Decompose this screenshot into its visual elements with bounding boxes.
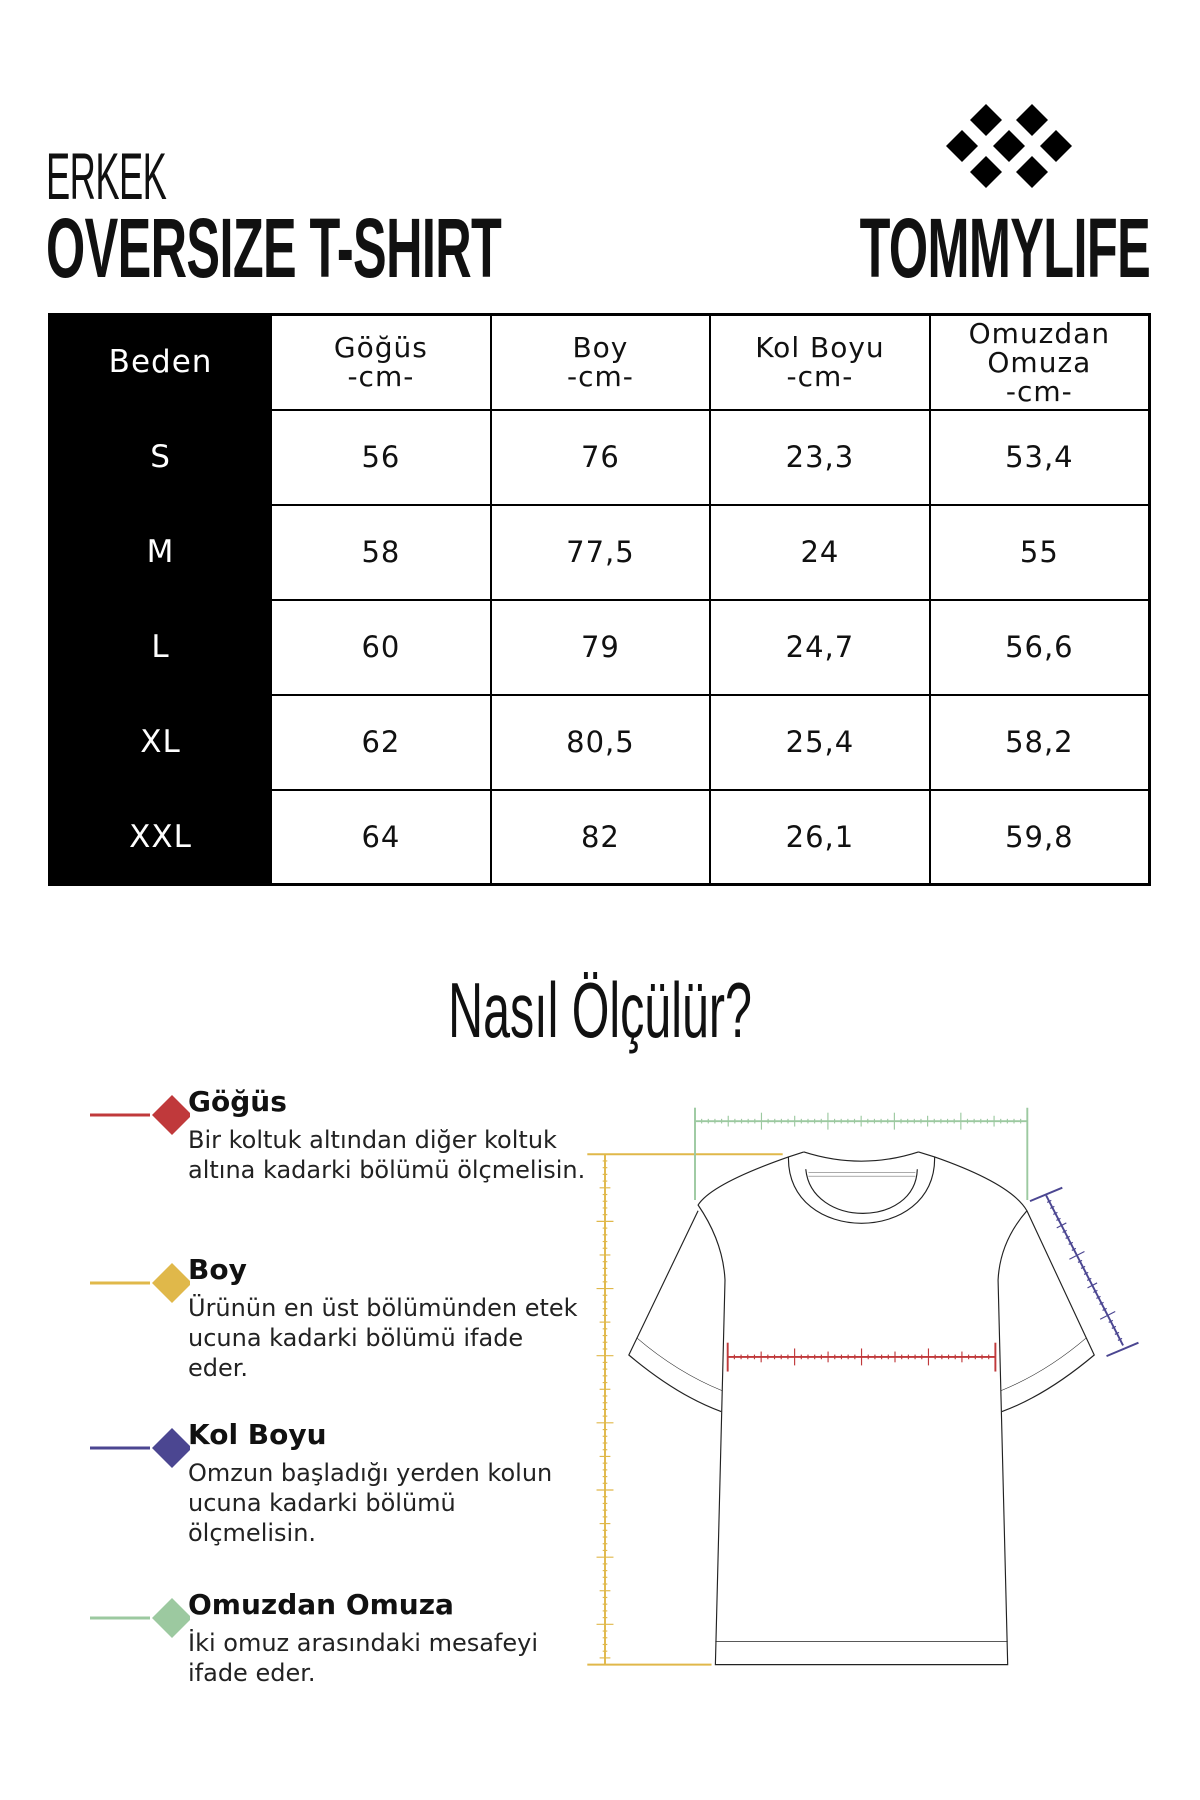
header-omuzdan-omuza: Omuzdan Omuza -cm- bbox=[928, 313, 1151, 411]
measurement-cell: 64 bbox=[270, 788, 492, 886]
measurement-cell: 82 bbox=[489, 788, 712, 886]
kol-ruler-tick bbox=[1071, 1247, 1077, 1251]
kol-ruler-tick bbox=[1108, 1319, 1114, 1323]
diamond-marker-icon bbox=[90, 1598, 190, 1638]
measurement-cell: 80,5 bbox=[489, 693, 712, 791]
header-gogus: Göğüs -cm- bbox=[270, 313, 492, 411]
header-boy: Boy -cm- bbox=[489, 313, 712, 411]
diamond-marker-icon bbox=[90, 1263, 190, 1303]
kol-ruler-tick bbox=[1099, 1301, 1104, 1305]
kol-ruler-tick bbox=[1056, 1217, 1061, 1221]
kol-ruler-tick bbox=[1068, 1241, 1074, 1245]
kol-ruler-tick bbox=[1096, 1295, 1101, 1299]
measurement-cell: 76 bbox=[489, 408, 712, 506]
kol-ruler-tick bbox=[1093, 1289, 1098, 1293]
table-header-row: Beden Göğüs -cm- Boy -cm- Kol Boyu -cm- Omu… bbox=[48, 313, 1151, 411]
measurement-cell: 25,4 bbox=[709, 693, 931, 791]
legend-label: Kol Boyu bbox=[188, 1418, 327, 1451]
kol-ruler-tick bbox=[1083, 1271, 1089, 1275]
diamond-marker-icon bbox=[90, 1095, 190, 1135]
table-row: S 56 76 23,3 53,4 bbox=[48, 408, 1151, 506]
measurement-cell: 58,2 bbox=[928, 693, 1151, 791]
kol-ruler-tick bbox=[1056, 1222, 1067, 1229]
legend-description: Omzun başladığı yerden kolun ucuna kadar… bbox=[188, 1459, 553, 1547]
diamond-cluster-icon bbox=[946, 104, 1072, 188]
measurement-cell: 53,4 bbox=[928, 408, 1151, 506]
size-table: Beden Göğüs -cm- Boy -cm- Kol Boyu -cm- Omu… bbox=[48, 313, 1151, 886]
table-row: M 58 77,5 24 55 bbox=[48, 503, 1151, 601]
kol-ruler-tick bbox=[1069, 1251, 1085, 1260]
measurement-cell: 58 bbox=[270, 503, 492, 601]
size-cell: XL bbox=[48, 693, 273, 791]
size-cell: L bbox=[48, 598, 273, 696]
kol-ruler-tick bbox=[1111, 1325, 1117, 1329]
size-cell: XXL bbox=[48, 788, 273, 886]
kol-ruler-tick bbox=[1102, 1307, 1107, 1311]
measurement-cell: 62 bbox=[270, 693, 492, 791]
measurement-cell: 26,1 bbox=[709, 788, 931, 886]
guide-title: Nasıl Ölçülür? bbox=[448, 966, 752, 1054]
table-row: XL 62 80,5 25,4 58,2 bbox=[48, 693, 1151, 791]
measurement-cell: 23,3 bbox=[709, 408, 931, 506]
category-label: ERKEK bbox=[46, 139, 167, 213]
measurement-cell: 59,8 bbox=[928, 788, 1151, 886]
tshirt-outline bbox=[628, 1151, 1095, 1666]
size-cell: S bbox=[48, 408, 273, 506]
measurement-cell: 55 bbox=[928, 503, 1151, 601]
brand-name: TOMMYLIFE bbox=[859, 201, 1151, 295]
kol-cap bbox=[1106, 1341, 1139, 1358]
kol-ruler-tick bbox=[1065, 1235, 1071, 1239]
kol-ruler-tick bbox=[1049, 1205, 1055, 1209]
measurement-cell: 56 bbox=[270, 408, 492, 506]
kol-ruler-tick bbox=[1114, 1331, 1120, 1335]
kol-ruler-tick bbox=[1077, 1259, 1083, 1263]
legend-description: İki omuz arasındaki mesafeyi ifade eder. bbox=[188, 1629, 539, 1687]
legend-description: Ürünün en üst bölümünden etek ucuna kada… bbox=[188, 1294, 578, 1382]
kol-ruler-tick bbox=[1053, 1211, 1058, 1215]
kol-ruler-tick bbox=[1086, 1277, 1092, 1281]
kol-ruler-tick bbox=[1099, 1311, 1116, 1320]
kol-ruler-tick bbox=[1117, 1337, 1123, 1341]
product-title: OVERSIZE T-SHIRT bbox=[46, 201, 502, 295]
legend-description: Bir koltuk altından diğer koltuk altına … bbox=[188, 1126, 586, 1184]
measurement-cell: 56,6 bbox=[928, 598, 1151, 696]
measurement-cell: 60 bbox=[270, 598, 492, 696]
tshirt-diagram bbox=[587, 1107, 1139, 1666]
kol-ruler-tick bbox=[1062, 1229, 1067, 1233]
kol-ruler-tick bbox=[1080, 1265, 1086, 1269]
legend-label: Boy bbox=[188, 1253, 247, 1286]
measurement-cell: 77,5 bbox=[489, 503, 712, 601]
measurement-cell: 24,7 bbox=[709, 598, 931, 696]
header-beden: Beden bbox=[48, 313, 273, 411]
header-kol-boyu: Kol Boyu -cm- bbox=[709, 313, 931, 411]
kol-ruler-line bbox=[1045, 1194, 1124, 1346]
diamond-marker-icon bbox=[90, 1428, 190, 1468]
table-row: XXL 64 82 26,1 59,8 bbox=[48, 788, 1151, 886]
legend-label: Göğüs bbox=[188, 1085, 287, 1118]
table-row: L 60 79 24,7 56,6 bbox=[48, 598, 1151, 696]
measurement-cell: 24 bbox=[709, 503, 931, 601]
measurement-cell: 79 bbox=[489, 598, 712, 696]
legend-label: Omuzdan Omuza bbox=[188, 1588, 454, 1621]
size-cell: M bbox=[48, 503, 273, 601]
kol-ruler-tick bbox=[1087, 1282, 1098, 1289]
kol-ruler-tick bbox=[1046, 1199, 1052, 1203]
kol-cap bbox=[1029, 1186, 1063, 1203]
